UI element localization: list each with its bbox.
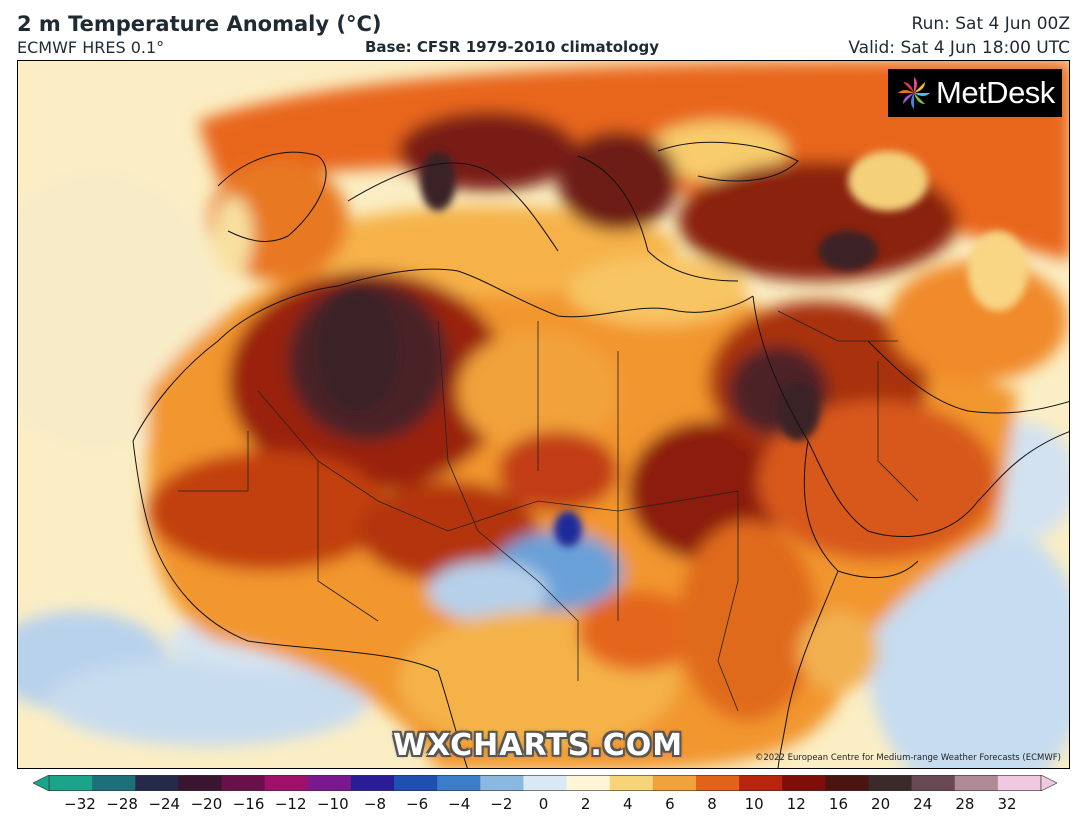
copyright-text: ©2022 European Centre for Medium-range W… <box>754 753 1061 763</box>
coastlines <box>132 141 1069 768</box>
color-scale-tick-label: −4 <box>448 795 471 813</box>
color-scale-ticks: −32 −28 −24 −20 −16 −12 −10 −8 −6 −4 −2 0 2 4 6 8 10 12 16… <box>0 795 1088 820</box>
color-scale-segment <box>825 775 869 791</box>
color-scale-segment <box>437 775 481 791</box>
color-scale-tick-label: −20 <box>190 795 223 813</box>
color-scale-segment <box>868 775 913 791</box>
country-borders <box>178 310 919 712</box>
color-scale-tick-label: 2 <box>580 795 591 813</box>
color-scale-segment <box>695 775 740 791</box>
color-scale-tick-label: 28 <box>955 795 975 813</box>
color-scale-segment <box>739 775 783 791</box>
color-scale-segment <box>609 775 654 791</box>
run-time-label: Run: Sat 4 Jun 00Z <box>911 14 1070 34</box>
color-scale-tick-label: −10 <box>316 795 349 813</box>
color-scale-tick-label: 32 <box>997 795 1017 813</box>
color-scale-segment <box>264 775 309 791</box>
chart-title: 2 m Temperature Anomaly (°C) <box>17 12 382 36</box>
color-scale-min-arrow <box>33 775 50 791</box>
chart-header: 2 m Temperature Anomaly (°C) ECMWF HRES … <box>0 0 1088 60</box>
model-label: ECMWF HRES 0.1° <box>17 38 165 57</box>
color-scale-segment <box>221 775 266 791</box>
color-scale-tick-label: −2 <box>490 795 513 813</box>
color-scale-segment <box>954 775 999 791</box>
climatology-base-label: Base: CFSR 1979-2010 climatology <box>365 38 660 56</box>
color-scale-segments <box>48 775 1042 791</box>
color-scale-segment <box>307 775 352 791</box>
color-scale-segment <box>652 775 697 791</box>
color-scale-tick-label: −32 <box>64 795 96 813</box>
color-scale-tick-label: −16 <box>232 795 265 813</box>
color-scale-tick-label: −24 <box>148 795 181 813</box>
color-scale-tick-label: −28 <box>106 795 138 813</box>
color-scale-bar <box>33 775 1057 791</box>
color-scale-tick-label: 16 <box>828 795 848 813</box>
color-scale-segment <box>782 775 826 791</box>
color-scale-segment <box>178 775 223 791</box>
color-scale-segment <box>566 775 611 791</box>
wxcharts-watermark: WXCHARTS.COM <box>393 728 684 763</box>
metdesk-logo: MetDesk <box>888 69 1062 117</box>
color-scale-tick-label: 6 <box>665 795 675 813</box>
color-scale-tick-label: 4 <box>622 795 633 813</box>
color-scale-segment <box>997 775 1042 791</box>
color-scale-segment <box>135 775 179 791</box>
color-scale-segment <box>92 775 136 791</box>
valid-time-label: Valid: Sat 4 Jun 18:00 UTC <box>848 38 1070 58</box>
color-scale-tick-label: 10 <box>744 795 764 813</box>
color-scale-tick-label: 12 <box>786 795 806 813</box>
color-scale-segment <box>523 775 568 791</box>
color-scale-segment <box>350 775 395 791</box>
color-scale-tick-label: −8 <box>363 795 387 813</box>
color-scale-tick-label: −6 <box>406 795 429 813</box>
color-scale-segment <box>49 775 93 791</box>
map-canvas <box>18 61 1069 768</box>
color-scale-segment <box>911 775 956 791</box>
anomaly-map: MetDesk WXCHARTS.COM ©2022 European Cent… <box>17 60 1070 769</box>
metdesk-logo-text: MetDesk <box>936 75 1055 110</box>
anomaly-details <box>318 151 1028 547</box>
color-scale-tick-label: 0 <box>538 795 549 813</box>
color-scale-tick-label: 24 <box>913 795 933 813</box>
color-scale-tick-label: 20 <box>871 795 891 813</box>
color-scale-tick-label: −12 <box>274 795 307 813</box>
color-scale-segment <box>480 775 524 791</box>
color-scale-tick-label: 8 <box>707 795 717 813</box>
pinwheel-logo-icon <box>898 77 930 109</box>
color-scale-segment <box>394 775 438 791</box>
color-scale-max-arrow <box>1040 775 1057 791</box>
